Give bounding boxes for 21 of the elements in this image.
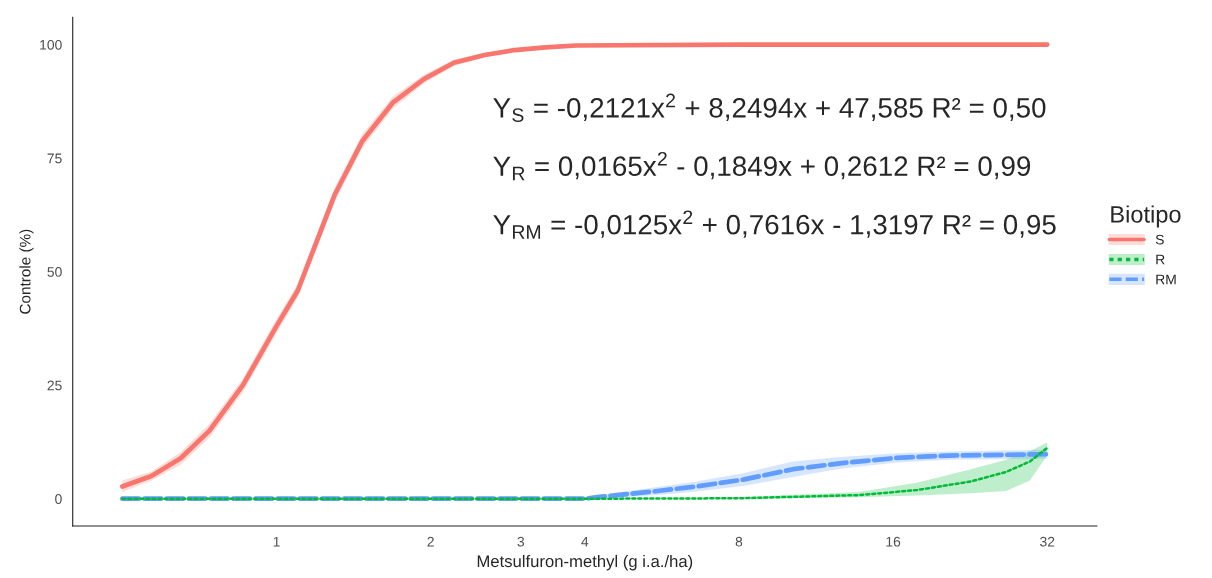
annotation: Y$_{R}$ = 0,0165x$^{2}$ - 0,1849x + 0,2612 R² = 0,99 bbox=[493, 151, 1031, 181]
legend-label: S bbox=[1155, 234, 1164, 245]
legend-label: R bbox=[1156, 254, 1165, 265]
y-tick-label: 0 bbox=[55, 494, 62, 504]
y-axis-title: Controle (%) bbox=[19, 229, 34, 314]
annotation: Y$_{S}$ = -0,2121x$^{2}$ + 8,2494x + 47,585 R² = 0,50 bbox=[493, 93, 1046, 122]
x-tick-label: 2 bbox=[427, 536, 434, 547]
x-axis-title: Metsulfuron-methyl (g i.a./ha) bbox=[477, 554, 693, 571]
x-tick-label: 1 bbox=[273, 536, 280, 547]
x-tick-label: 3 bbox=[517, 536, 525, 547]
x-tick-label: 16 bbox=[886, 536, 901, 547]
y-tick-label: 75 bbox=[47, 153, 62, 164]
x-tick-label: 8 bbox=[735, 536, 743, 547]
x-tick-label: 4 bbox=[581, 536, 589, 547]
y-tick-label: 50 bbox=[47, 266, 62, 277]
legend-title: Biotipo bbox=[1111, 205, 1181, 228]
annotation: Y$_{RM}$ = -0,0125x$^{2}$ + 0,7616x - 1,3197 R² = 0,95 bbox=[493, 210, 1056, 239]
legend-label: RM bbox=[1156, 274, 1176, 285]
y-tick-label: 25 bbox=[47, 380, 62, 391]
y-tick-label: 100 bbox=[40, 39, 62, 50]
x-tick-label: 32 bbox=[1040, 536, 1055, 547]
